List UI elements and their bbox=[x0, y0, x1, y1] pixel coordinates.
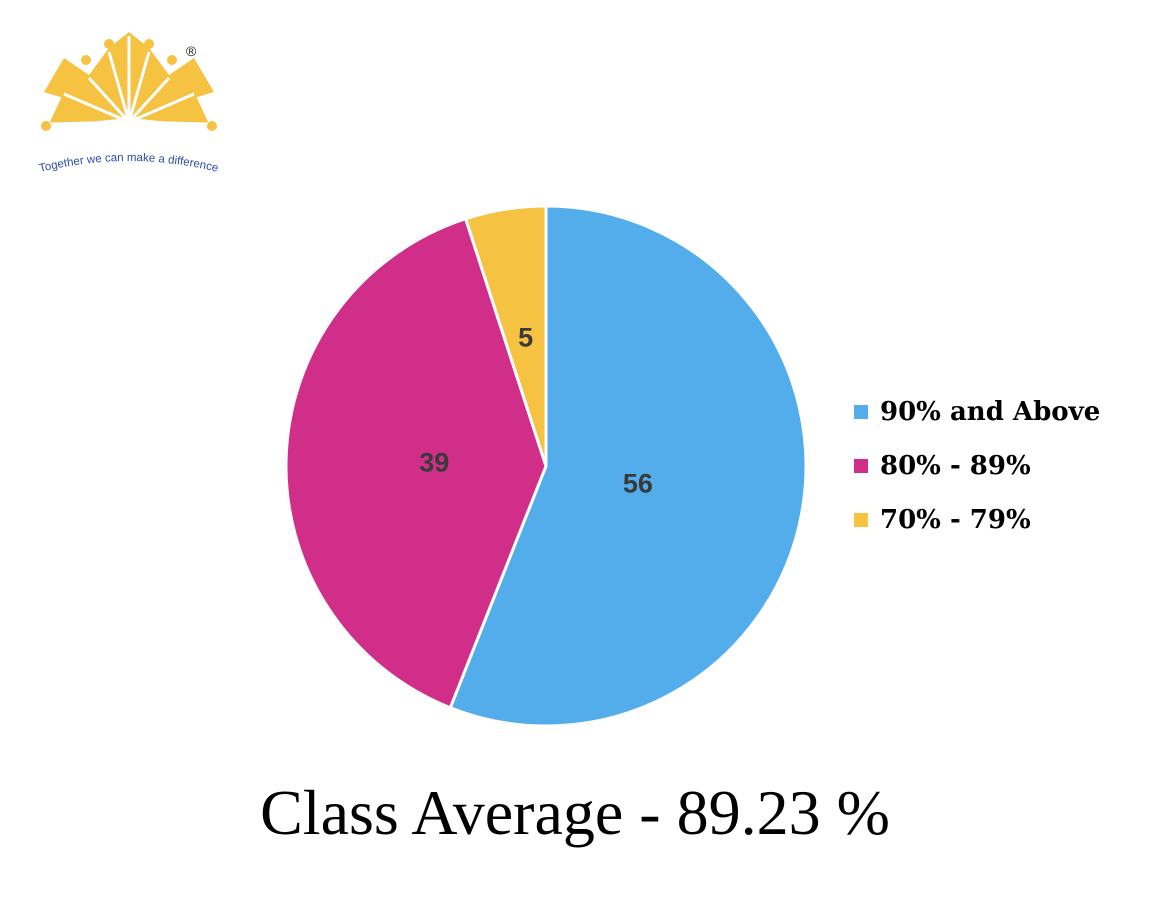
legend-label-3: 70% - 79% bbox=[880, 505, 1031, 535]
legend-swatch-3 bbox=[854, 513, 868, 527]
pie-data-label-1: 56 bbox=[623, 469, 653, 499]
legend-swatch-2 bbox=[854, 459, 868, 473]
pie-data-label-2: 39 bbox=[419, 447, 449, 477]
registered-mark: ® bbox=[186, 43, 197, 59]
crown-sunburst-icon bbox=[41, 32, 217, 131]
legend-label-1: 90% and Above bbox=[880, 397, 1100, 427]
pie-slice-1 bbox=[448, 204, 808, 728]
legend-swatch-1 bbox=[854, 405, 868, 419]
pie-data-label-3: 5 bbox=[518, 323, 533, 353]
chart-legend: 90% and Above 80% - 89% 70% - 79% bbox=[854, 397, 1100, 535]
pie-slice-3 bbox=[464, 204, 548, 468]
class-average-caption: Class Average - 89.23 % bbox=[260, 777, 890, 848]
pie-slice-2 bbox=[284, 217, 548, 710]
organization-logo: ® Together we can make a difference bbox=[38, 32, 219, 175]
legend-label-2: 80% - 89% bbox=[880, 451, 1031, 481]
pie-data-labels: 56 39 5 bbox=[419, 323, 653, 499]
pie-slices bbox=[284, 204, 808, 728]
